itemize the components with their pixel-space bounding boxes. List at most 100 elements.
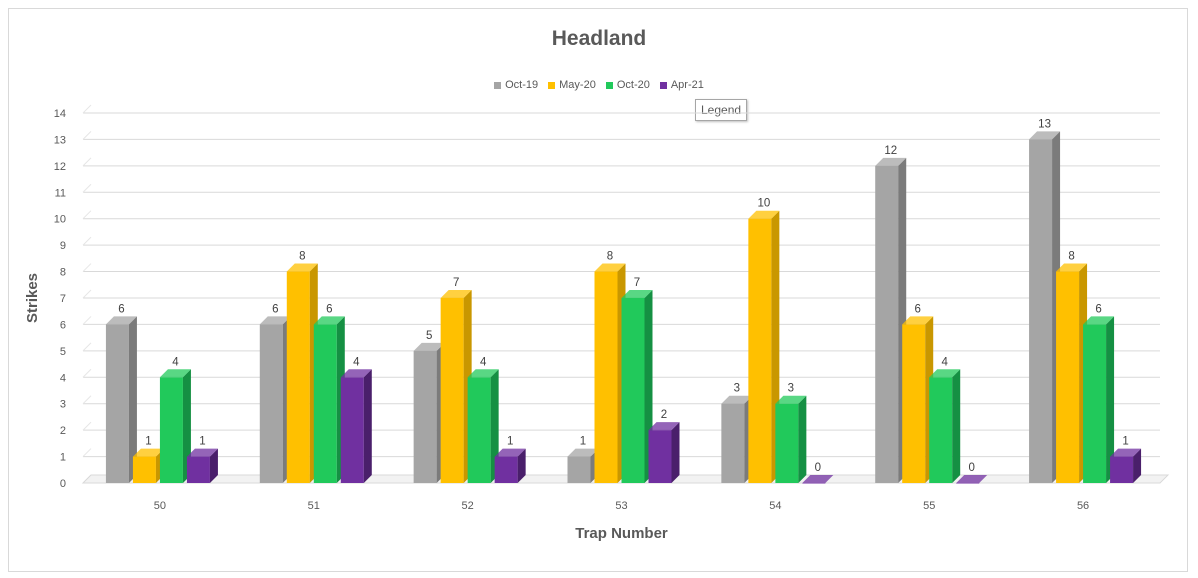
y-tick-label: 11 bbox=[55, 187, 66, 199]
legend-entry[interactable]: Oct-20 bbox=[605, 79, 650, 91]
legend-label: Oct-20 bbox=[616, 79, 650, 91]
gridline-depth bbox=[82, 236, 92, 246]
bar-top bbox=[802, 475, 834, 483]
bar bbox=[340, 377, 364, 483]
bar-top bbox=[259, 316, 291, 325]
data-label: 6 bbox=[915, 303, 921, 315]
legend-swatch bbox=[659, 81, 667, 89]
x-tick-label: 56 bbox=[1077, 500, 1089, 512]
legend-swatch bbox=[548, 81, 556, 89]
data-label: 1 bbox=[199, 436, 205, 448]
y-tick-label: 0 bbox=[60, 478, 66, 490]
bar bbox=[467, 377, 491, 483]
bar-top bbox=[648, 422, 680, 431]
bar-top bbox=[286, 263, 318, 272]
bar bbox=[259, 324, 283, 483]
legend-entry[interactable]: May-20 bbox=[548, 79, 596, 91]
y-tick-label: 5 bbox=[60, 346, 66, 358]
y-tick-label: 13 bbox=[54, 134, 66, 146]
bar-top bbox=[748, 210, 780, 219]
gridline-depth bbox=[82, 395, 92, 405]
data-label: 1 bbox=[580, 436, 586, 448]
gridline-depth bbox=[82, 131, 92, 140]
data-label: 3 bbox=[788, 383, 794, 395]
gridline-depth bbox=[82, 289, 92, 299]
bar bbox=[440, 297, 464, 483]
data-label: 6 bbox=[326, 303, 332, 315]
bar-top bbox=[594, 263, 626, 272]
bar bbox=[902, 324, 926, 483]
data-label: 8 bbox=[299, 251, 305, 263]
legend-tooltip: Legend bbox=[695, 99, 748, 121]
gridline-depth bbox=[82, 342, 92, 352]
y-tick-label: 2 bbox=[60, 425, 66, 437]
bar bbox=[929, 377, 953, 483]
gridline-depth bbox=[82, 368, 92, 378]
bar-top bbox=[467, 369, 499, 378]
bar-side bbox=[671, 422, 680, 483]
bar-top bbox=[956, 475, 988, 483]
x-tick-label: 55 bbox=[923, 500, 935, 512]
bar-side bbox=[128, 316, 137, 483]
data-label: 7 bbox=[453, 277, 459, 289]
y-axis-title: Strikes bbox=[24, 273, 41, 323]
legend-swatch bbox=[605, 81, 613, 89]
gridline-depth bbox=[82, 421, 92, 431]
bar bbox=[286, 271, 310, 483]
data-label: 2 bbox=[661, 409, 667, 421]
legend-swatch bbox=[494, 81, 502, 89]
x-tick-label: 53 bbox=[615, 500, 627, 512]
bar-side bbox=[952, 369, 961, 483]
legend-entry[interactable]: Apr-21 bbox=[659, 79, 704, 91]
legend-entry[interactable]: Oct-19 bbox=[494, 79, 538, 91]
gridline-depth bbox=[82, 104, 92, 114]
data-label: 6 bbox=[272, 303, 278, 315]
bar-top bbox=[621, 289, 653, 298]
bar-top bbox=[413, 342, 445, 351]
gridline-depth bbox=[82, 263, 92, 272]
bar-top bbox=[494, 448, 526, 457]
data-label: 0 bbox=[815, 462, 821, 474]
bar bbox=[105, 324, 129, 483]
gridline-depth bbox=[82, 316, 92, 325]
data-label: 8 bbox=[607, 251, 613, 263]
bar bbox=[1029, 139, 1053, 483]
bar-top bbox=[1110, 448, 1142, 457]
data-label: 7 bbox=[634, 277, 640, 289]
data-label: 3 bbox=[734, 383, 740, 395]
x-tick-label: 54 bbox=[769, 500, 781, 512]
bar-top bbox=[105, 316, 137, 325]
data-label: 6 bbox=[118, 303, 124, 315]
y-tick-label: 1 bbox=[60, 452, 66, 464]
data-label: 6 bbox=[1095, 303, 1101, 315]
bar bbox=[1110, 456, 1134, 483]
bar-side bbox=[1106, 316, 1115, 483]
data-label: 10 bbox=[757, 198, 770, 210]
bar-side bbox=[517, 448, 526, 483]
data-label: 13 bbox=[1038, 118, 1051, 130]
legend[interactable]: Oct-19 May-20 Oct-20 Apr-21 bbox=[9, 79, 1189, 91]
bar-top bbox=[186, 448, 218, 457]
bar-top bbox=[440, 289, 472, 298]
legend-label: May-20 bbox=[559, 79, 596, 91]
gridline-depth bbox=[82, 183, 92, 193]
gridline-depth bbox=[82, 157, 92, 167]
bar-side bbox=[1133, 448, 1142, 483]
gridline-depth bbox=[82, 210, 92, 220]
x-tick-label: 51 bbox=[308, 500, 320, 512]
bar bbox=[494, 456, 518, 483]
y-tick-label: 10 bbox=[54, 214, 66, 226]
bar bbox=[648, 430, 672, 483]
bar-side bbox=[798, 395, 807, 483]
bar bbox=[159, 377, 183, 483]
data-label: 4 bbox=[480, 356, 487, 368]
bar-side bbox=[363, 369, 372, 483]
legend-label: Oct-19 bbox=[505, 79, 539, 91]
bar-top bbox=[1083, 316, 1115, 325]
bar-top bbox=[721, 395, 753, 404]
x-axis-title: Trap Number bbox=[575, 525, 668, 542]
y-tick-label: 7 bbox=[60, 293, 66, 305]
data-label: 5 bbox=[426, 330, 432, 342]
bar-top bbox=[1056, 263, 1088, 272]
